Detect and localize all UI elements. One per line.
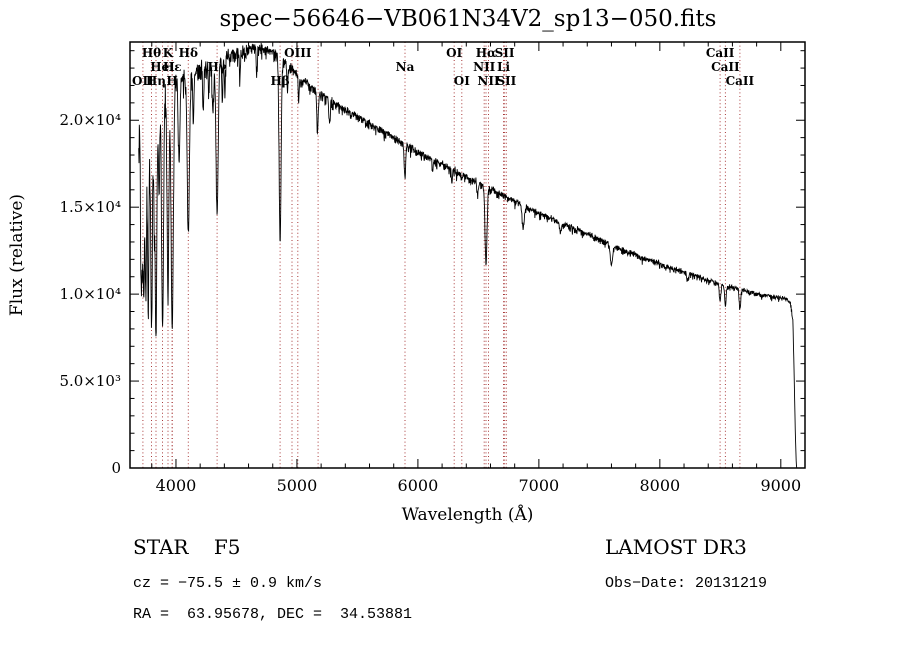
classification-label: STAR F5 [133, 535, 241, 559]
line-label-Hγ: Hγ [207, 60, 226, 74]
spectral-line-labels: OIIHθHηHeIKHHεHδHγHβOIIINaOIOINIIHαNIILi… [132, 46, 755, 88]
line-label-Hβ: Hβ [270, 74, 289, 88]
y-tick-labels: 0 5.0×10³ 1.0×10⁴ 1.5×10⁴ 2.0×10⁴ [59, 111, 121, 477]
y-tick-label: 0 [111, 459, 121, 477]
spectral-marker-lines [142, 42, 741, 468]
x-axis-label: Wavelength (Å) [402, 504, 534, 525]
line-label-K: K [163, 46, 174, 60]
line-label-Li: Li [497, 60, 510, 74]
line-label-Hη: Hη [146, 74, 166, 88]
x-tick-label: 4000 [156, 476, 197, 495]
line-label-Hδ: Hδ [179, 46, 198, 60]
spectrum-trace [138, 42, 798, 469]
line-label-CaII: CaII [726, 74, 755, 88]
y-tick-label: 5.0×10³ [59, 372, 121, 390]
radial-velocity-label: cz = −75.5 ± 0.9 km/s [133, 575, 323, 592]
y-tick-label: 2.0×10⁴ [59, 111, 121, 129]
line-label-Na: Na [396, 60, 415, 74]
line-label-CaII: CaII [706, 46, 735, 60]
line-label-NII: NII [473, 60, 496, 74]
line-label-Hε: Hε [163, 60, 182, 74]
line-label-HeI: HeI [150, 60, 175, 74]
line-label-OI: OI [446, 46, 462, 60]
x-tick-label: 8000 [639, 476, 680, 495]
x-tick-label: 9000 [760, 476, 801, 495]
line-label-SII: SII [495, 46, 515, 60]
y-tick-label: 1.5×10⁴ [59, 198, 121, 216]
x-tick-labels: 4000 5000 6000 7000 8000 9000 [156, 476, 802, 495]
tick-marks [130, 42, 805, 469]
line-label-OI: OI [454, 74, 470, 88]
line-label-H: H [166, 74, 177, 88]
line-label-OIII: OIII [284, 46, 312, 60]
line-label-SII: SII [496, 74, 516, 88]
survey-label: LAMOST DR3 [605, 535, 747, 559]
x-tick-label: 7000 [519, 476, 560, 495]
line-label-Hα: Hα [476, 46, 497, 60]
y-tick-label: 1.0×10⁴ [59, 285, 121, 303]
coordinates-label: RA = 63.95678, DEC = 34.53881 [133, 606, 413, 623]
x-tick-label: 5000 [277, 476, 318, 495]
line-label-OII: OII [132, 74, 154, 88]
x-tick-label: 6000 [398, 476, 439, 495]
line-label-NII: NII [477, 74, 500, 88]
obs-date-label: Obs−Date: 20131219 [605, 575, 768, 592]
plot-frame [129, 41, 806, 469]
chart-title: spec−56646−VB061N34V2_sp13−050.fits [219, 6, 717, 32]
y-axis-label: Flux (relative) [7, 194, 27, 316]
line-label-Hθ: Hθ [142, 46, 161, 60]
line-label-CaII: CaII [711, 60, 740, 74]
